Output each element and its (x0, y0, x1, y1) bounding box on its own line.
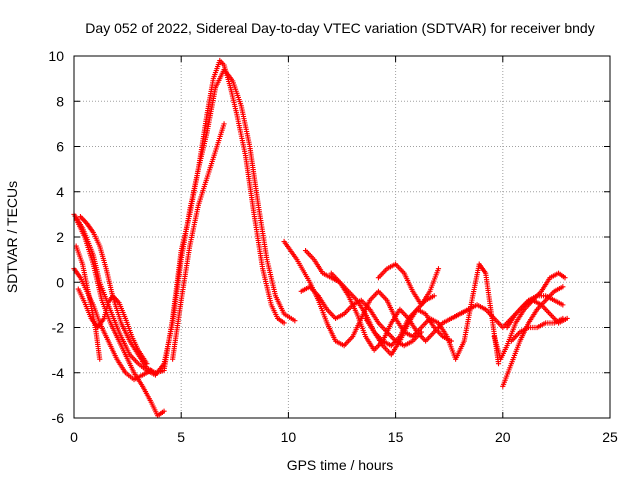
x-tick-label: 20 (495, 429, 511, 445)
series-track-7 (170, 121, 227, 362)
series-track-6 (73, 243, 103, 362)
y-tick-label: -4 (52, 365, 65, 381)
x-tick-label: 10 (281, 429, 297, 445)
series-track-15 (491, 270, 568, 362)
chart-title: Day 052 of 2022, Sidereal Day-to-day VTE… (85, 20, 594, 36)
data-point (562, 275, 568, 281)
y-tick-label: 4 (56, 184, 64, 200)
series-track-10 (298, 284, 424, 349)
data-point (161, 408, 167, 414)
x-tick-label: 15 (388, 429, 404, 445)
data-point (495, 361, 502, 367)
y-tick-label: 6 (56, 139, 64, 155)
series-track-18 (508, 315, 566, 344)
x-axis-label: GPS time / hours (287, 457, 394, 473)
data-point (560, 284, 566, 290)
y-tick-label: -6 (52, 410, 65, 426)
x-tick-label: 0 (70, 429, 78, 445)
data-point (448, 338, 454, 344)
series-track-3 (77, 66, 298, 376)
y-tick-label: 0 (56, 274, 64, 290)
data-point (560, 302, 566, 308)
y-tick-label: -2 (52, 320, 65, 336)
series-track-5 (75, 286, 150, 367)
data-point (148, 367, 154, 374)
y-tick-label: 2 (56, 229, 64, 245)
data-point (97, 356, 103, 362)
y-tick-label: 8 (56, 93, 64, 109)
series-track-2 (73, 216, 167, 419)
y-axis-label: SDTVAR / TECUs (4, 181, 20, 293)
data-point (281, 320, 287, 326)
series-track-13 (362, 293, 437, 358)
series-layer (71, 57, 570, 419)
data-point (292, 318, 298, 324)
data-point (221, 121, 227, 127)
axis-ticks: 0 5 10 15 20 25 -6 -4 -2 0 2 4 6 8 10 (48, 48, 618, 445)
grid (74, 56, 610, 418)
data-point (435, 266, 442, 272)
x-tick-label: 5 (177, 429, 185, 445)
data-point (431, 293, 437, 299)
data-point (560, 315, 566, 322)
y-tick-label: 10 (48, 48, 64, 64)
x-tick-label: 25 (602, 429, 618, 445)
data-point (144, 361, 150, 367)
series-track-8 (281, 238, 502, 367)
